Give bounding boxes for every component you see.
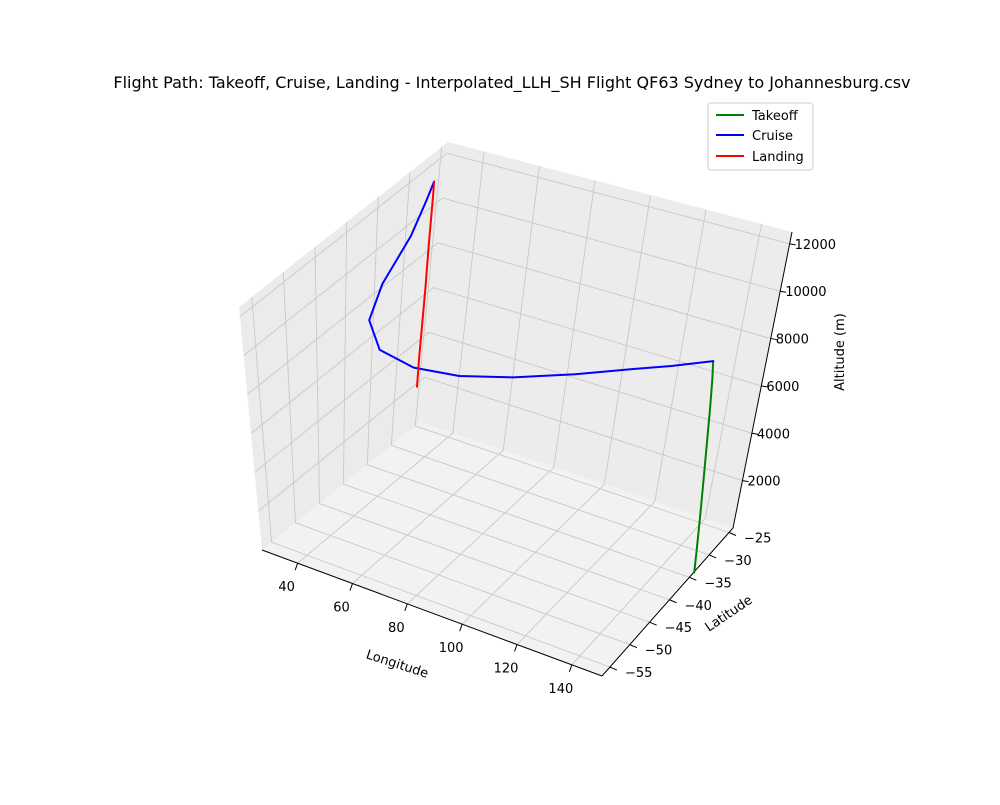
grid-line-lon — [406, 180, 596, 605]
left-pane — [239, 142, 448, 550]
legend-label-takeoff: Takeoff — [751, 109, 799, 124]
y-tick-mark — [609, 666, 618, 671]
z-tick-label: 2000 — [747, 475, 780, 490]
x-tick-label: 80 — [388, 621, 405, 636]
grid-line-lat — [342, 221, 670, 601]
y-tick-mark — [629, 644, 637, 649]
x-tick-label: 60 — [333, 601, 350, 616]
grid-line-lat — [282, 271, 630, 646]
y-tick-label: −30 — [724, 554, 751, 569]
z-tick-mark — [770, 338, 777, 341]
grid-line-lon — [461, 194, 651, 625]
grid-line-lon — [516, 209, 707, 645]
grid-line-alt — [247, 242, 771, 395]
back-pane — [420, 142, 792, 528]
y-tick-mark — [689, 576, 697, 581]
z-tick-mark — [751, 432, 758, 435]
z-tick-label: 12000 — [795, 238, 836, 253]
y-tick-mark — [649, 621, 657, 626]
grid-line-lon — [571, 223, 762, 666]
x-tick-label: 120 — [494, 662, 519, 677]
x-axis-line — [261, 549, 603, 677]
y-tick-label: −50 — [645, 644, 672, 659]
grid-line-alt — [243, 197, 781, 356]
x-axis-label: Longitude — [364, 648, 430, 682]
x-tick-label: 140 — [548, 682, 573, 697]
floor-pane — [262, 422, 733, 676]
axis-lines — [261, 231, 793, 677]
axis-panes — [239, 142, 792, 676]
legend: Takeoff Cruise Landing — [707, 102, 814, 171]
grid-line-lat — [414, 146, 730, 533]
grid-lines — [239, 146, 790, 668]
grid-line-lon — [297, 151, 485, 564]
grid-line-lon — [352, 165, 540, 584]
z-tick-label: 8000 — [776, 333, 809, 348]
x-tick-label: 100 — [439, 641, 464, 656]
z-tick-mark — [742, 480, 749, 483]
chart-title: Flight Path: Takeoff, Cruise, Landing - … — [113, 73, 910, 93]
grid-line-lat — [314, 246, 650, 623]
z-tick-mark — [761, 385, 768, 388]
z-tick-mark — [780, 290, 787, 293]
y-axis-line — [601, 527, 734, 677]
z-tick-label: 4000 — [757, 427, 790, 442]
legend-label-cruise: Cruise — [752, 129, 793, 144]
series-layer — [368, 180, 715, 574]
legend-label-landing: Landing — [752, 150, 804, 165]
y-tick-label: −25 — [744, 531, 771, 546]
y-tick-label: −55 — [625, 666, 652, 681]
x-tick-label: 40 — [278, 580, 295, 595]
grid-line-alt — [254, 331, 753, 473]
grid-line-lat — [390, 171, 710, 556]
z-tick-mark — [789, 243, 796, 246]
y-tick-mark — [708, 554, 717, 559]
x-tick-mark — [514, 644, 518, 652]
x-tick-mark — [459, 624, 463, 632]
z-axis-line — [732, 231, 793, 529]
y-tick-mark — [728, 532, 737, 536]
x-tick-mark — [404, 603, 408, 612]
legend-frame — [707, 102, 814, 171]
grid-line-alt — [250, 287, 762, 434]
grid-line-alt — [239, 152, 790, 318]
z-tick-label: 10000 — [785, 285, 826, 300]
y-tick-label: −40 — [684, 599, 711, 614]
tick-marks: 40 60 80 100 120 140 −25 −30 −35 −40 −45 −50 −55 2000… — [278, 238, 836, 697]
x-tick-mark — [568, 664, 573, 672]
y-tick-label: −35 — [704, 576, 731, 591]
grid-line-alt — [258, 376, 743, 512]
y-tick-label: −45 — [665, 621, 692, 636]
x-tick-mark — [294, 563, 299, 571]
z-axis-label: Altitude (m) — [833, 313, 848, 391]
grid-line-lat — [366, 196, 690, 578]
series-line-takeoff — [693, 360, 715, 574]
x-tick-mark — [349, 583, 353, 591]
y-tick-mark — [669, 599, 677, 604]
series-line-landing — [416, 180, 436, 388]
series-line-cruise — [368, 180, 715, 379]
z-tick-label: 6000 — [766, 380, 799, 395]
grid-line-lat — [251, 296, 611, 668]
